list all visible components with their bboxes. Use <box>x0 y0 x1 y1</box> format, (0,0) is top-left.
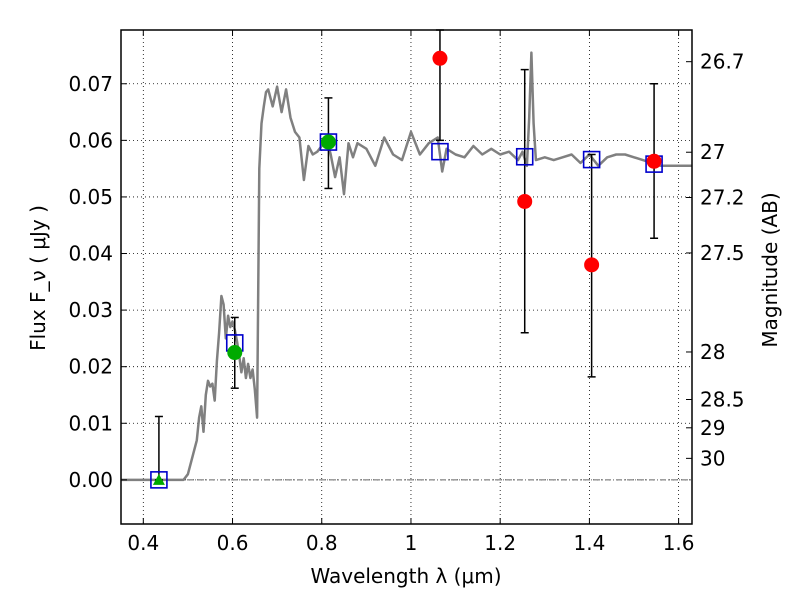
y-tick-label: 0.05 <box>68 185 113 209</box>
x-tick-label: 1.2 <box>484 531 516 555</box>
upper-limit-triangle <box>152 473 165 485</box>
x-tick-label: 0.8 <box>306 531 338 555</box>
spectrum-line <box>121 51 692 482</box>
model-squares <box>150 133 663 489</box>
x-axis-label: Wavelength λ (μm) <box>310 564 501 588</box>
grid <box>121 30 692 524</box>
y-tick-label: 0.07 <box>68 72 113 96</box>
mag-tick-label: 30 <box>700 446 725 470</box>
x-tick-label: 0.6 <box>217 531 249 555</box>
error-bars <box>154 29 659 481</box>
mag-tick-label: 26.7 <box>700 50 745 74</box>
x-tick-label: 1.4 <box>573 531 605 555</box>
model-square <box>515 147 534 166</box>
mag-tick-label: 29 <box>700 416 725 440</box>
x-tick-label: 1.6 <box>663 531 695 555</box>
y-tick-label: 0.03 <box>68 298 113 322</box>
green-point <box>320 134 336 150</box>
x-tick-label: 1 <box>405 531 418 555</box>
mag-tick-label: 28 <box>700 340 725 364</box>
red-point <box>432 50 448 66</box>
y-tick-label: 0.06 <box>68 128 113 152</box>
y-tick-label: 0.04 <box>68 242 113 266</box>
green-point <box>227 345 243 361</box>
model-square <box>319 133 338 151</box>
red-point <box>646 153 662 169</box>
x-tick-label: 0.4 <box>127 531 159 555</box>
axis-ticks: 0.4 0.6 0.8 1 1.2 1.4 1.6 0.00 0.01 0.02 0.03 0.04 0… <box>68 30 745 555</box>
model-square <box>150 471 168 489</box>
plot-frame <box>120 29 693 525</box>
model-square <box>582 150 601 169</box>
mag-tick-label: 27.2 <box>700 185 745 209</box>
model-square <box>431 142 449 161</box>
mag-tick-label: 27.5 <box>700 241 745 265</box>
y-axis-label: Flux F_ν ( μJy ) <box>26 205 50 351</box>
right-axis-label: Magnitude (AB) <box>758 192 782 347</box>
mag-tick-label: 28.5 <box>700 388 745 412</box>
red-point <box>517 193 533 209</box>
y-tick-label: 0.00 <box>68 468 113 492</box>
data-points <box>152 50 662 485</box>
y-tick-label: 0.02 <box>68 355 113 379</box>
y-tick-label: 0.01 <box>68 411 113 435</box>
mag-tick-label: 27 <box>700 140 725 164</box>
red-point <box>584 257 600 273</box>
